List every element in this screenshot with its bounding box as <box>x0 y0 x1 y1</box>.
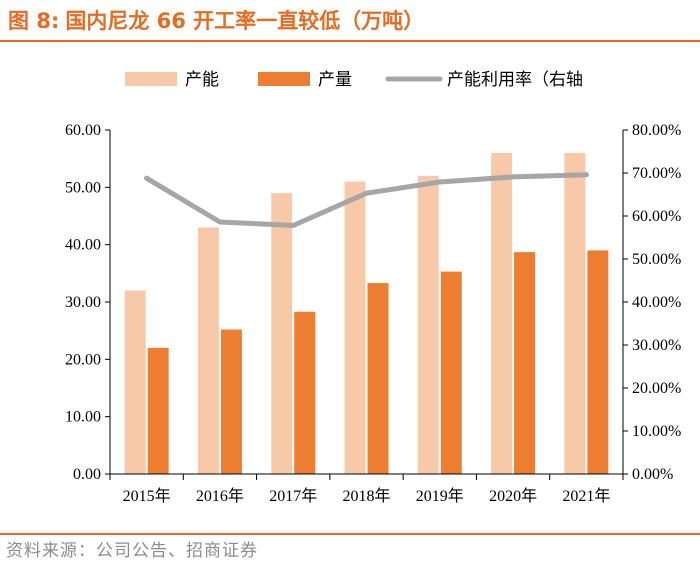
utilization-point <box>437 179 443 185</box>
right-tick-label: 50.00% <box>632 251 681 268</box>
legend: 产能 产量 产能利用率（右轴 <box>125 70 583 90</box>
left-tick-label: 10.00 <box>65 409 101 426</box>
production-bar <box>147 347 169 474</box>
x-tick-label: 2017年 <box>269 487 317 505</box>
left-tick-label: 0.00 <box>73 466 101 483</box>
production-bar <box>220 329 242 474</box>
right-tick-label: 40.00% <box>632 294 681 311</box>
right-tick-label: 60.00% <box>632 208 681 225</box>
utilization-point <box>290 222 296 228</box>
source-note: 资料来源：公司公告、招商证券 <box>6 541 258 561</box>
legend-label-production: 产量 <box>318 70 352 90</box>
x-axis: 2015年 2016年 2017年 2018年 2019年 2020年 2021年 <box>109 473 624 505</box>
utilization-point <box>364 190 369 196</box>
x-tick-label: 2020年 <box>489 487 537 505</box>
right-tick-label: 80.00% <box>632 122 681 139</box>
right-tick-label: 20.00% <box>632 380 681 397</box>
x-tick-label: 2021年 <box>562 487 610 505</box>
x-tick-label: 2018年 <box>342 487 390 505</box>
legend-swatch-capacity <box>125 72 177 86</box>
production-bar <box>514 252 536 474</box>
utilization-line-path <box>144 172 589 228</box>
left-tick-label: 60.00 <box>65 122 101 139</box>
bars <box>124 152 609 475</box>
legend-label-capacity: 产能 <box>185 70 219 90</box>
left-tick-label: 40.00 <box>65 237 101 254</box>
left-tick-label: 30.00 <box>65 294 101 311</box>
right-axis: 0.00% 10.00% 20.00% 30.00% 40.00% 50.00% 60.00… <box>622 122 681 483</box>
utilization-point <box>510 174 516 180</box>
legend-swatch-production <box>258 72 310 86</box>
figure-caption: 国内尼龙 66 开工率一直较低（万吨） <box>65 9 425 33</box>
utilization-point <box>583 172 589 178</box>
source-rule <box>0 533 700 535</box>
utilization-line <box>144 172 589 228</box>
right-tick-label: 0.00% <box>632 466 673 483</box>
utilization-point <box>217 219 223 225</box>
figure-number: 图 8: <box>8 9 60 33</box>
production-bar <box>294 311 316 474</box>
left-tick-label: 50.00 <box>65 179 101 196</box>
right-tick-label: 10.00% <box>632 423 681 440</box>
left-axis: 0.00 10.00 20.00 30.00 40.00 50.00 60.00 <box>65 122 111 483</box>
title-rule <box>0 40 700 42</box>
right-tick-label: 30.00% <box>632 337 681 354</box>
utilization-point <box>144 175 150 181</box>
production-bar <box>367 283 389 474</box>
right-tick-label: 70.00% <box>632 165 681 182</box>
legend-label-utilization: 产能利用率（右轴 <box>447 70 583 90</box>
capacity-bar <box>417 175 439 474</box>
production-bar <box>440 271 462 474</box>
x-tick-label: 2019年 <box>416 487 464 505</box>
capacity-bar <box>197 227 219 474</box>
x-tick-label: 2016年 <box>196 487 244 505</box>
capacity-bar <box>271 193 293 475</box>
capacity-bar <box>491 152 513 474</box>
production-bar <box>587 250 609 474</box>
capacity-bar <box>344 181 366 474</box>
capacity-bar <box>564 152 586 474</box>
capacity-bar <box>124 290 146 474</box>
left-tick-label: 20.00 <box>65 351 101 368</box>
x-tick-label: 2015年 <box>123 487 171 505</box>
figure-title: 图 8: 国内尼龙 66 开工率一直较低（万吨） <box>8 6 430 36</box>
